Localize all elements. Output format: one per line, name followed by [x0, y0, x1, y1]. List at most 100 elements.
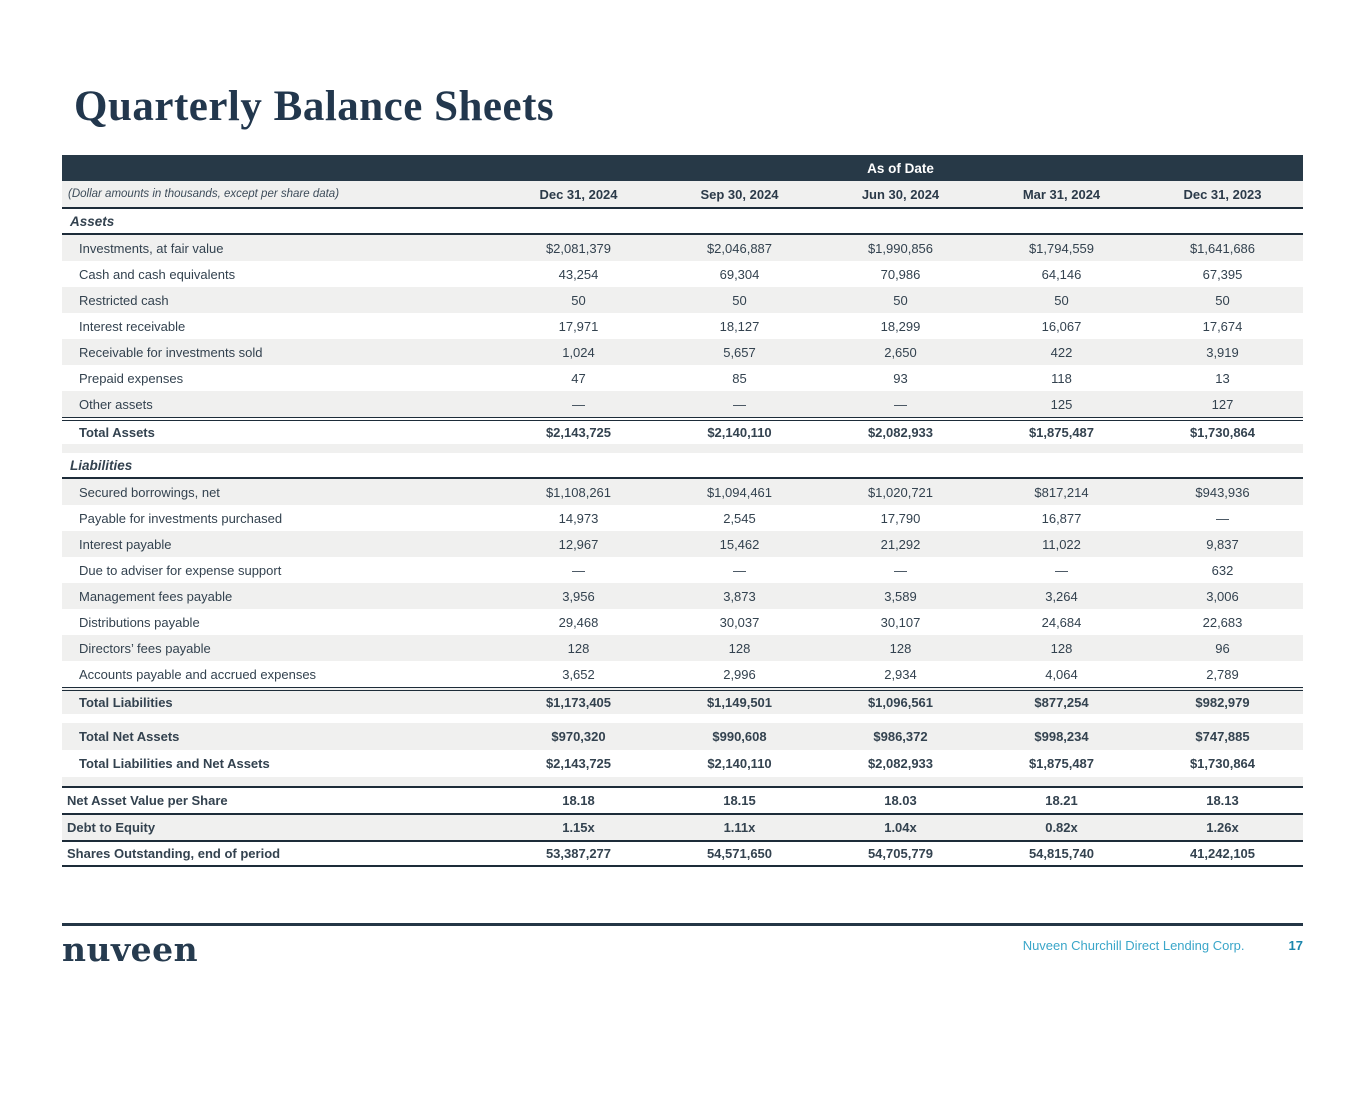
row-value: 50: [893, 292, 908, 308]
row-value: 17,674: [1202, 318, 1243, 334]
row-value: 1.11x: [723, 820, 756, 835]
row-value: 54,705,779: [867, 846, 934, 861]
units-note: (Dollar amounts in thousands, except per…: [68, 188, 340, 200]
row-value: 3,589: [884, 588, 917, 604]
row-value: $2,143,725: [545, 756, 612, 771]
table-row: Assets: [62, 209, 1303, 235]
row-value: 14,973: [558, 510, 599, 526]
row-value: —: [572, 396, 585, 412]
table-row: Management fees payable 3,956 3,873 3,58…: [62, 583, 1303, 609]
column-header-row: (Dollar amounts in thousands, except per…: [62, 181, 1303, 209]
row-value: 128: [728, 640, 751, 656]
row-value: 21,292: [880, 536, 921, 552]
row-value: $2,082,933: [867, 756, 934, 771]
row-value: $1,730,864: [1189, 425, 1256, 440]
row-label: Other assets: [79, 396, 153, 412]
table-row: Prepaid expenses 47 85 93 118 13: [62, 365, 1303, 391]
row-value: $2,046,887: [706, 240, 773, 256]
table-row: Debt to Equity 1.15x 1.11x 1.04x 0.82x 1…: [62, 813, 1303, 840]
row-value: —: [894, 396, 907, 412]
row-label: Debt to Equity: [67, 820, 156, 835]
nuveen-logo: nuveen: [62, 930, 199, 969]
row-value: $1,020,721: [867, 484, 934, 500]
row-value: $1,096,561: [867, 695, 934, 710]
as-of-date-label: As of Date: [867, 160, 934, 176]
row-value: 3,264: [1045, 588, 1078, 604]
row-value: 50: [732, 292, 747, 308]
row-value: 11,022: [1042, 536, 1081, 552]
row-value: $877,254: [1034, 695, 1089, 710]
table-row: Receivable for investments sold 1,024 5,…: [62, 339, 1303, 365]
row-value: 1.15x: [562, 820, 595, 835]
row-label: Accounts payable and accrued expenses: [79, 666, 317, 682]
row-value: 125: [1050, 396, 1073, 412]
table-row: Restricted cash 50 50 50 50 50: [62, 287, 1303, 313]
row-value: $1,730,864: [1189, 756, 1256, 771]
row-value: —: [733, 396, 746, 412]
row-label: Restricted cash: [79, 292, 169, 308]
row-value: 16,067: [1041, 318, 1082, 334]
row-value: 17,790: [880, 510, 921, 526]
column-header: Dec 31, 2024: [539, 186, 618, 202]
row-value: 30,037: [719, 614, 760, 630]
row-value: $1,990,856: [867, 240, 934, 256]
row-value: 422: [1050, 344, 1073, 360]
row-value: 50: [1054, 292, 1069, 308]
row-value: $2,143,725: [545, 425, 612, 440]
page-title: Quarterly Balance Sheets: [74, 83, 555, 130]
table-row: Total Net Assets $970,320 $990,608 $986,…: [62, 723, 1303, 750]
row-label: Liabilities: [70, 457, 133, 473]
table-row: Net Asset Value per Share 18.18 18.15 18…: [62, 786, 1303, 813]
row-value: 22,683: [1202, 614, 1243, 630]
table-row: [62, 777, 1303, 786]
row-label: Total Liabilities and Net Assets: [79, 756, 270, 771]
row-label: Receivable for investments sold: [79, 344, 263, 360]
row-value: 24,684: [1041, 614, 1082, 630]
row-value: 93: [893, 370, 908, 386]
balance-table-body: Assets Investments, at fair value $2,081…: [62, 209, 1303, 867]
row-value: $986,372: [873, 729, 928, 744]
row-value: 17,971: [558, 318, 599, 334]
row-value: 128: [567, 640, 590, 656]
row-value: 3,652: [562, 666, 595, 682]
table-row: Interest payable 12,967 15,462 21,292 11…: [62, 531, 1303, 557]
row-value: 67,395: [1202, 266, 1243, 282]
row-label: Directors’ fees payable: [79, 640, 211, 656]
row-value: 1,024: [562, 344, 595, 360]
row-value: 43,254: [558, 266, 599, 282]
row-value: 118: [1051, 370, 1072, 386]
row-value: 127: [1211, 396, 1234, 412]
row-label: Assets: [70, 213, 115, 229]
table-row: Total Liabilities and Net Assets $2,143,…: [62, 750, 1303, 777]
row-value: $990,608: [712, 729, 767, 744]
row-label: Total Net Assets: [79, 729, 180, 744]
row-label: Cash and cash equivalents: [79, 266, 236, 282]
row-value: 632: [1211, 562, 1234, 578]
row-value: $2,140,110: [707, 756, 772, 771]
table-row: Secured borrowings, net $1,108,261 $1,09…: [62, 479, 1303, 505]
table-row: Liabilities: [62, 453, 1303, 479]
row-value: 18.13: [1206, 793, 1239, 808]
row-value: 3,873: [723, 588, 756, 604]
row-value: 47: [571, 370, 586, 386]
row-value: 54,815,740: [1028, 846, 1095, 861]
table-row: [62, 444, 1303, 453]
row-value: $1,875,487: [1028, 425, 1095, 440]
row-value: 13: [1215, 370, 1230, 386]
row-value: $1,875,487: [1028, 756, 1095, 771]
row-value: 53,387,277: [545, 846, 612, 861]
row-value: $998,234: [1034, 729, 1089, 744]
table-row: Investments, at fair value $2,081,379 $2…: [62, 235, 1303, 261]
row-value: 4,064: [1045, 666, 1078, 682]
row-value: 128: [889, 640, 912, 656]
row-label: Management fees payable: [79, 588, 233, 604]
row-value: $2,140,110: [707, 425, 772, 440]
row-value: $1,149,501: [706, 695, 773, 710]
row-value: 18.03: [884, 793, 917, 808]
row-label: Total Liabilities: [79, 695, 173, 710]
row-value: $982,979: [1195, 695, 1250, 710]
column-header: Mar 31, 2024: [1022, 186, 1101, 202]
row-value: 96: [1215, 640, 1230, 656]
row-value: 50: [571, 292, 586, 308]
table-row: Interest receivable 17,971 18,127 18,299…: [62, 313, 1303, 339]
